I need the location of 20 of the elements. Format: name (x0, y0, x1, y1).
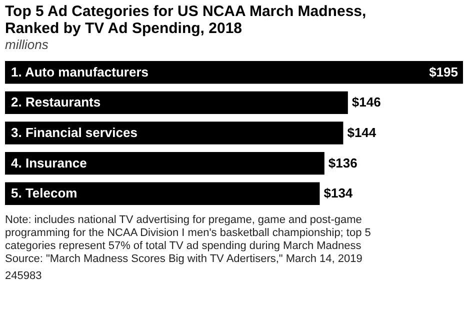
bar (5, 61, 463, 84)
data-label: $144 (347, 125, 377, 140)
text: Note: includes national TV advertising for pregame, game and post-game programming for the NCAA Division I men's basketball championship; top 5 categories represent 57% of total TV ad spending during March Madness (5, 214, 371, 252)
y-tick-label: 3. Financial services (11, 125, 138, 140)
bar (5, 182, 320, 205)
data-label: $195 (429, 64, 458, 80)
y-tick-label: 2. Restaurants (11, 94, 101, 110)
chart-title: Top 5 Ad Categories for US NCAA March Madness, Ranked by TV Ad Spending, 2018 (5, 3, 366, 37)
bar (5, 152, 324, 175)
chart-subtitle: millions (5, 37, 49, 52)
source-note: Source: "March Madness Scores Big with TV Adertisers," March 14, 2019 (5, 253, 362, 265)
data-label: $134 (324, 186, 354, 201)
text: 245983 (5, 270, 42, 282)
y-tick-label: 5. Telecom (11, 186, 78, 201)
y-tick-label: 1. Auto manufacturers (11, 64, 148, 80)
y-tick-label: 4. Insurance (11, 155, 87, 170)
bar (5, 91, 348, 114)
data-label: $146 (352, 94, 381, 110)
data-label: $136 (328, 155, 358, 170)
bar (5, 122, 344, 144)
